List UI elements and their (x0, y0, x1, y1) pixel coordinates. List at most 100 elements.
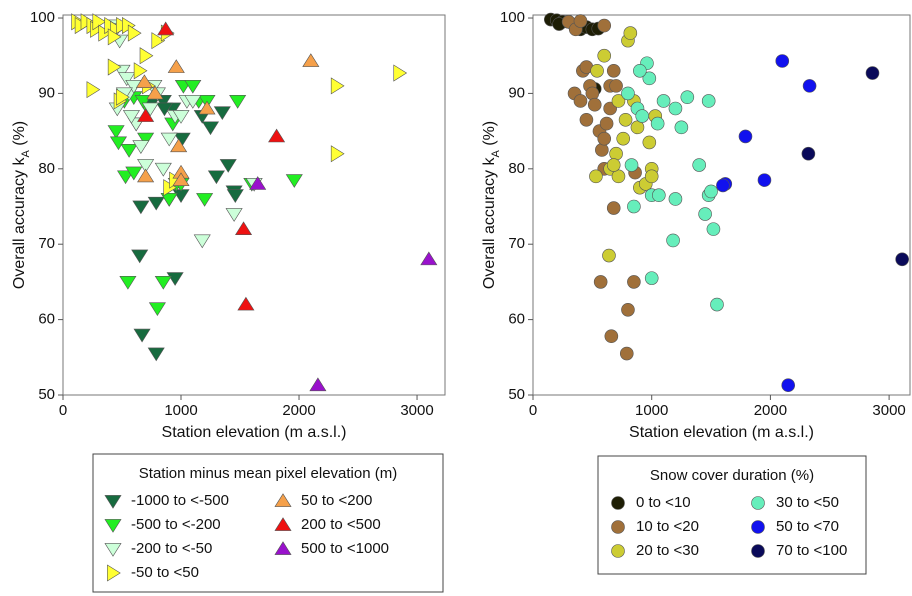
legend-label: 20 to <30 (636, 542, 699, 559)
legend-marker (611, 496, 625, 510)
point (125, 166, 143, 181)
y-tick-label: 60 (508, 311, 525, 328)
point (627, 275, 641, 289)
point (668, 101, 683, 116)
point (122, 110, 140, 124)
legend-label: -500 to <-200 (131, 516, 221, 533)
y-tick-label: 70 (38, 235, 55, 252)
point (302, 53, 320, 67)
point (609, 146, 623, 161)
point (609, 79, 623, 93)
legend-marker (751, 496, 765, 510)
point (590, 63, 604, 78)
x-tick-label: 3000 (400, 402, 433, 419)
legend-label: 200 to <500 (301, 516, 381, 533)
plot-frame (532, 14, 911, 396)
legend-label: -50 to <50 (131, 564, 199, 581)
point (119, 276, 137, 290)
point (611, 94, 626, 108)
point (602, 248, 616, 263)
point (330, 145, 345, 163)
legend-label: 500 to <1000 (301, 540, 389, 557)
y-axis-label-part: (%) (11, 121, 28, 150)
point (127, 24, 142, 42)
point (698, 207, 712, 221)
point (201, 121, 220, 136)
point (147, 196, 165, 211)
point (801, 146, 816, 161)
legend-label: 30 to <50 (776, 494, 839, 511)
point (716, 178, 730, 193)
legend-marker (104, 519, 122, 533)
point (627, 199, 641, 214)
legend-marker (611, 544, 625, 558)
point (802, 79, 817, 93)
point (235, 221, 253, 236)
point (213, 106, 231, 121)
point (597, 131, 612, 146)
legend-label: 0 to <10 (636, 494, 691, 511)
point (642, 71, 657, 86)
x-tick-label: 0 (529, 402, 537, 419)
point (604, 329, 619, 343)
point (393, 64, 408, 82)
point (635, 109, 650, 123)
x-tick-label: 1000 (635, 402, 668, 419)
point (166, 272, 184, 286)
point (154, 162, 172, 177)
point (606, 63, 621, 78)
point (107, 28, 122, 46)
point (865, 66, 880, 80)
point (118, 72, 136, 87)
point (135, 74, 153, 89)
legend-title: Station minus mean pixel elevation (m) (139, 465, 397, 482)
point (139, 47, 154, 65)
legend-marker (107, 564, 121, 582)
x-tick-label: 3000 (872, 402, 905, 419)
point (147, 347, 165, 362)
point (623, 26, 638, 40)
point (619, 346, 634, 361)
point (198, 100, 216, 115)
point (710, 297, 724, 312)
legend-marker (274, 517, 292, 531)
point (172, 110, 190, 124)
point (633, 63, 647, 78)
point (237, 296, 255, 311)
point (196, 193, 214, 207)
point (652, 188, 666, 202)
y-tick-label: 80 (38, 160, 55, 177)
y-tick-label: 60 (38, 311, 55, 328)
y-tick-label: 90 (38, 84, 55, 101)
point (587, 97, 602, 112)
legend-label: -200 to <-50 (131, 540, 212, 557)
legend-box (92, 453, 444, 593)
point (606, 201, 621, 215)
point (148, 302, 166, 317)
legend-marker (274, 493, 292, 507)
point (701, 94, 716, 108)
point (595, 143, 609, 157)
point (606, 158, 621, 172)
point (573, 14, 588, 28)
point (680, 90, 695, 104)
point (309, 377, 327, 392)
point (109, 136, 128, 151)
y-tick-label: 100 (30, 9, 55, 26)
legend-label: 70 to <100 (776, 542, 847, 559)
point (781, 378, 796, 392)
y-axis-label-part: Overall accuracy k (481, 157, 498, 290)
legend-title: Snow cover duration (%) (650, 467, 814, 484)
point (132, 200, 150, 215)
point (229, 95, 247, 109)
point (616, 131, 631, 146)
y-axis-label-part: Overall accuracy k (11, 157, 28, 290)
point (692, 158, 706, 172)
legend-marker (751, 520, 765, 534)
point (650, 116, 665, 131)
legend-marker (104, 543, 122, 557)
point (137, 159, 155, 173)
point (107, 125, 125, 139)
point (285, 174, 303, 188)
